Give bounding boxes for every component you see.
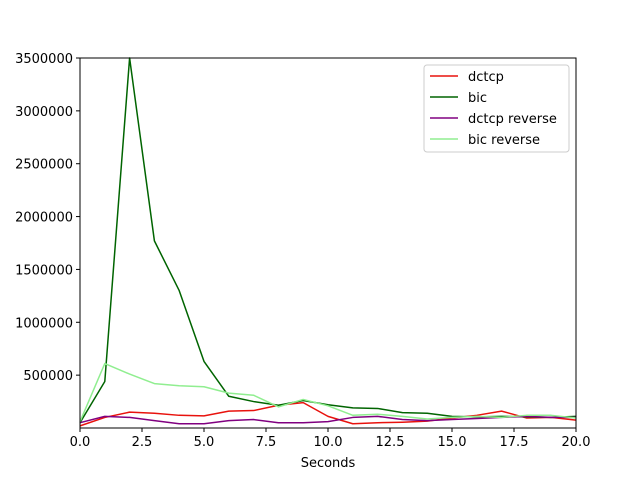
legend: dctcp bic dctcp reverse bic reverse bbox=[423, 64, 570, 153]
x-tick-label: 15.0 bbox=[438, 435, 467, 450]
legend-label-1: bic bbox=[468, 91, 487, 106]
y-tick-label: 500000 bbox=[23, 369, 73, 384]
y-tick-label: 2000000 bbox=[15, 211, 73, 226]
x-tick-label: 7.5 bbox=[256, 435, 277, 450]
x-tick-label: 12.5 bbox=[376, 435, 405, 450]
x-axis: 0.0 2.5 5.0 7.5 10.0 12.5 15.0 17.5 20.0 bbox=[70, 428, 591, 450]
x-tick-label: 5.0 bbox=[194, 435, 215, 450]
x-tick-label: 0.0 bbox=[70, 435, 91, 450]
x-tick-label: 20.0 bbox=[562, 435, 591, 450]
y-axis: 500000 1000000 1500000 2000000 2500000 300000… bbox=[15, 52, 80, 384]
x-tick-label: 2.5 bbox=[132, 435, 153, 450]
x-axis-label: Seconds bbox=[301, 456, 356, 471]
legend-label-0: dctcp bbox=[468, 70, 504, 85]
legend-label-2: dctcp reverse bbox=[468, 112, 557, 127]
x-tick-label: 10.0 bbox=[314, 435, 343, 450]
legend-label-3: bic reverse bbox=[468, 133, 540, 148]
plot-lines bbox=[79, 57, 577, 427]
legend-box bbox=[423, 64, 570, 153]
series-line-3 bbox=[79, 362, 577, 422]
series-line-0 bbox=[79, 401, 577, 427]
y-tick-label: 1500000 bbox=[15, 263, 73, 278]
y-tick-label: 3500000 bbox=[15, 52, 73, 67]
y-tick-label: 3000000 bbox=[15, 105, 73, 120]
y-tick-label: 2500000 bbox=[15, 158, 73, 173]
x-tick-label: 17.5 bbox=[500, 435, 529, 450]
y-tick-label: 1000000 bbox=[15, 316, 73, 331]
